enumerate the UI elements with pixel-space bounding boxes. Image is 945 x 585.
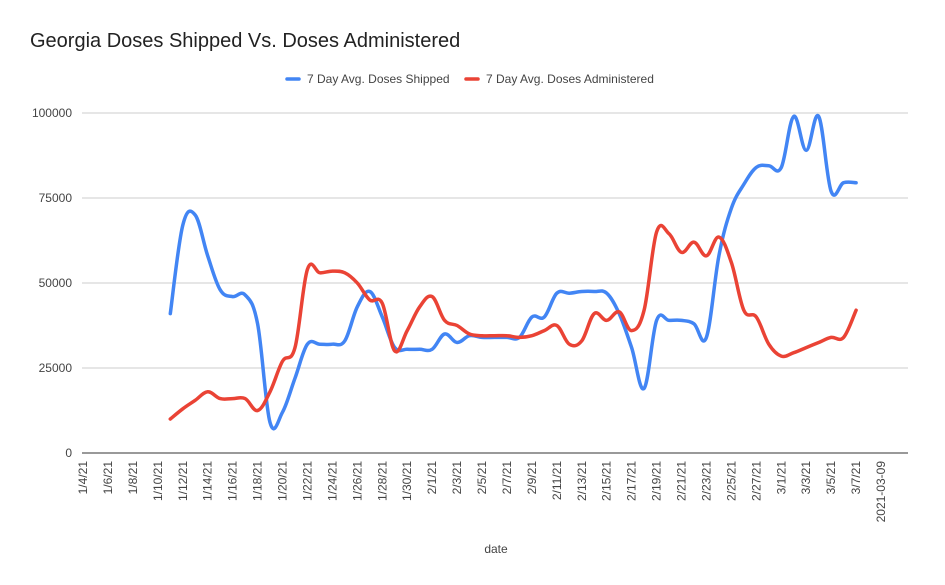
x-tick-label: 2021-03-09: [874, 461, 888, 523]
y-tick-label: 25000: [39, 361, 73, 375]
x-tick-label: 2/15/21: [600, 461, 614, 501]
x-tick-label: 2/23/21: [699, 461, 713, 501]
x-tick-label: 3/7/21: [849, 461, 863, 495]
x-tick-label: 3/5/21: [824, 461, 838, 495]
x-tick-label: 1/28/21: [375, 461, 389, 501]
legend: 7 Day Avg. Doses Shipped 7 Day Avg. Doses…: [285, 72, 654, 86]
series-line-doses-shipped: [168, 114, 858, 431]
x-tick-label: 2/25/21: [724, 461, 738, 501]
x-tick-label: 2/1/21: [425, 461, 439, 495]
x-tick-label: 1/26/21: [350, 461, 364, 501]
x-tick-label: 1/24/21: [325, 461, 339, 501]
y-tick-label: 50000: [39, 276, 73, 290]
x-tick-label: 2/13/21: [575, 461, 589, 501]
x-tick-label: 1/14/21: [201, 461, 215, 501]
x-tick-label: 1/22/21: [300, 461, 314, 501]
x-tick-label: 1/12/21: [176, 461, 190, 501]
x-tick-label: 2/27/21: [749, 461, 763, 501]
series-line-doses-administered: [168, 223, 858, 421]
x-axis-title: date: [484, 542, 508, 556]
x-tick-label: 1/8/21: [126, 461, 140, 495]
x-tick-label: 2/21/21: [675, 461, 689, 501]
y-tick-label: 0: [65, 446, 72, 460]
x-tick-label: 1/30/21: [400, 461, 414, 501]
x-tick-label: 1/4/21: [76, 461, 90, 495]
x-tick-label: 2/5/21: [475, 461, 489, 495]
x-tick-label: 2/3/21: [450, 461, 464, 495]
y-axis-tick-labels: 0 25000 50000 75000 100000: [32, 106, 72, 460]
x-tick-label: 1/16/21: [226, 461, 240, 501]
x-tick-label: 3/1/21: [774, 461, 788, 495]
y-tick-label: 75000: [39, 191, 73, 205]
gridlines: [82, 112, 908, 454]
legend-label-doses-shipped: 7 Day Avg. Doses Shipped: [307, 72, 450, 86]
x-tick-label: 1/20/21: [276, 461, 290, 501]
legend-label-doses-administered: 7 Day Avg. Doses Administered: [486, 72, 654, 86]
x-tick-label: 1/10/21: [151, 461, 165, 501]
series-lines: [168, 114, 858, 431]
x-tick-label: 2/7/21: [500, 461, 514, 495]
x-tick-label: 2/11/21: [550, 461, 564, 500]
x-tick-label: 1/18/21: [251, 461, 265, 501]
x-tick-label: 2/9/21: [525, 461, 539, 495]
x-tick-label: 2/17/21: [625, 461, 639, 501]
x-axis-tick-labels: 1/4/21 1/6/21 1/8/21 1/10/21 1/12/21 1/14/21 1…: [76, 461, 888, 523]
x-tick-label: 1/6/21: [101, 461, 115, 495]
chart-title: Georgia Doses Shipped Vs. Doses Administ…: [30, 30, 461, 52]
x-tick-label: 2/19/21: [650, 461, 664, 501]
x-tick-label: 3/3/21: [799, 461, 813, 495]
y-tick-label: 100000: [32, 106, 72, 120]
